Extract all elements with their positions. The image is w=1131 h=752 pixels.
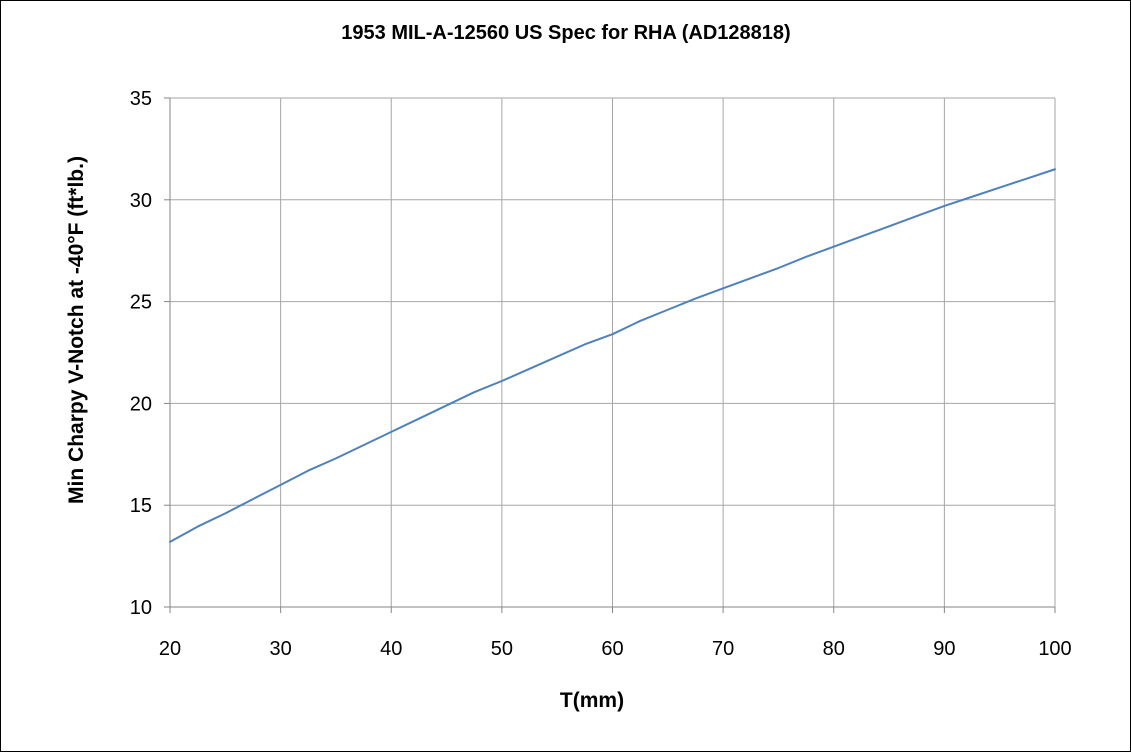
series-layer <box>169 168 1056 543</box>
x-tick-label: 60 <box>601 638 623 660</box>
y-tick-label: 25 <box>130 292 152 314</box>
chart-title: 1953 MIL-A-12560 US Spec for RHA (AD1288… <box>341 22 790 44</box>
x-tick-label: 80 <box>823 638 845 660</box>
x-tick-label: 70 <box>712 638 734 660</box>
x-tick-label: 90 <box>933 638 955 660</box>
x-tick-label: 20 <box>159 638 181 660</box>
y-tick-label: 35 <box>130 88 152 110</box>
y-tick-label: 15 <box>130 495 152 517</box>
x-tick-label: 30 <box>270 638 292 660</box>
x-tick-label: 40 <box>380 638 402 660</box>
y-tick-label: 30 <box>130 190 152 212</box>
tick-layer: 20 30 40 50 60 70 80 90 100 10 15 20 25 30 35 <box>130 88 1072 660</box>
grid-layer <box>170 97 1056 607</box>
x-tick-label: 50 <box>491 638 513 660</box>
y-tick-label: 10 <box>130 597 152 619</box>
x-axis-label: T(mm) <box>560 689 624 712</box>
y-axis-label: Min Charpy V-Notch at -40°F (ft*lb.) <box>65 156 88 504</box>
series-line <box>169 168 1056 543</box>
x-tick-label: 100 <box>1038 638 1071 660</box>
y-tick-label: 20 <box>130 393 152 415</box>
